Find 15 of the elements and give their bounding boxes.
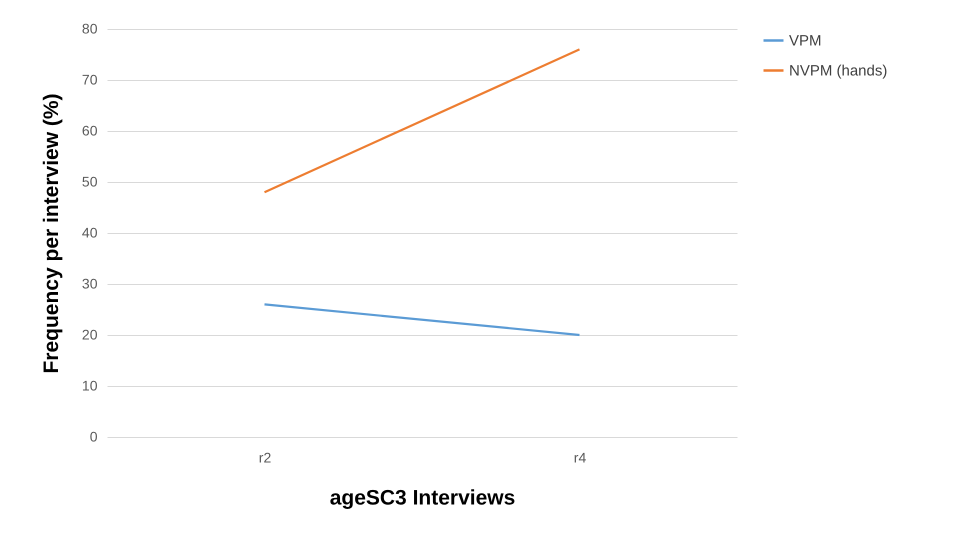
x-axis-title: ageSC3 Interviews <box>330 486 516 510</box>
y-tick-label: 0 <box>90 428 98 444</box>
y-tick-label: 40 <box>82 224 98 240</box>
legend-label: VPM <box>789 32 822 50</box>
x-tick-label: r2 <box>258 450 272 466</box>
y-tick-label: 60 <box>82 122 98 138</box>
x-tick-label: r4 <box>574 450 586 466</box>
y-tick-label: 80 <box>82 20 98 36</box>
y-axis-title: Frequency per interview (%) <box>40 93 63 374</box>
legend-label: NVPM (hands) <box>789 62 888 80</box>
y-tick-label: 20 <box>82 326 98 342</box>
y-tick-label: 10 <box>82 378 98 394</box>
y-tick-label: 50 <box>82 174 98 190</box>
y-tick-label: 70 <box>82 72 98 88</box>
y-tick-label: 30 <box>82 276 98 292</box>
